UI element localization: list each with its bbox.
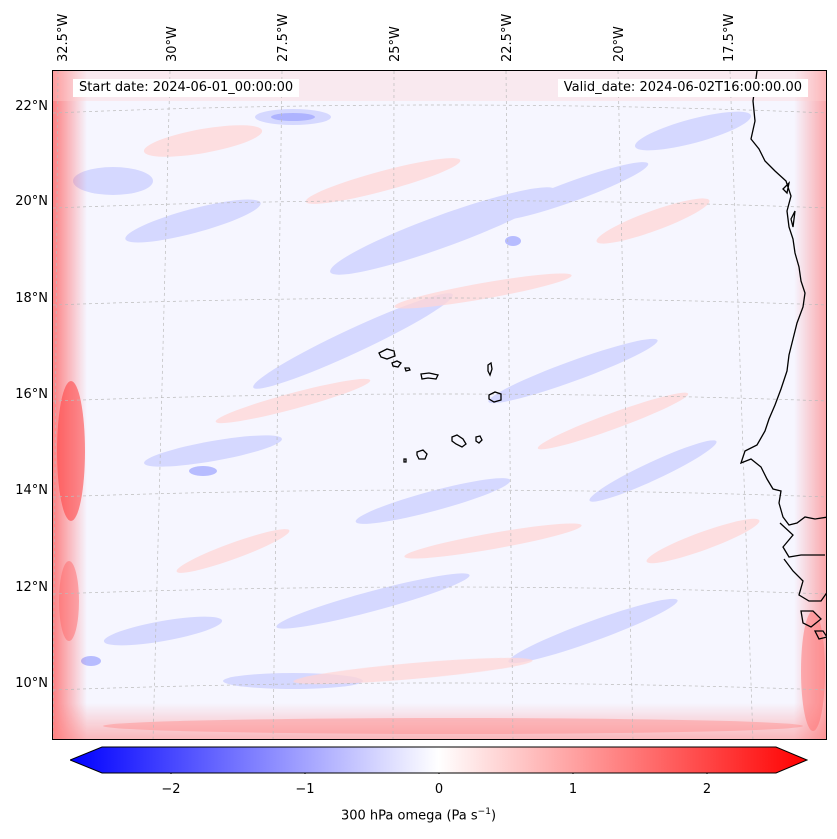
lon-label-25w: 25°W [388,26,403,62]
lon-label-20w: 20°W [612,26,627,62]
colorbar-tick-2: 2 [702,782,712,797]
colorbar [70,746,808,774]
lat-label-14n: 14°N [15,483,48,498]
west-africa-coastline [739,71,826,640]
lon-label-32-5w: 32.5°W [56,13,71,62]
colorbar-label: 300 hPa omega (Pa s−1) [0,807,837,823]
colorbar-label-unit-exponent: −1 [477,807,491,817]
map-panel: Start date: 2024-06-01_00:00:00 Valid_da… [52,70,827,740]
lat-label-10n: 10°N [15,676,48,691]
lat-label-16n: 16°N [15,387,48,402]
negative-omega-patches [73,109,752,689]
colorbar-body [70,746,808,774]
colorbar-ticks [170,773,708,774]
colorbar-tick-neg2: −2 [161,782,181,797]
colorbar-label-close: ) [490,808,497,824]
positive-omega-patches [143,125,760,685]
colorbar-tick-neg1: −1 [295,782,315,797]
south-boundary-band [53,703,826,739]
lon-label-22-5w: 22.5°W [500,13,515,62]
lat-label-18n: 18°N [15,291,48,306]
start-date-label: Start date: 2024-06-01_00:00:00 [73,79,300,97]
valid-date-label: Valid_date: 2024-06-02T16:00:00.00 [557,79,808,97]
colorbar-tick-0: 0 [434,782,444,797]
lon-label-27-5w: 27.5°W [276,13,291,62]
lat-label-22n: 22°N [15,99,48,114]
colorbar-tick-1: 1 [568,782,578,797]
graticule [53,71,826,739]
omega-field [53,71,826,739]
lon-label-30w: 30°W [165,26,180,62]
cape-verde-islands [378,348,502,463]
lat-label-12n: 12°N [15,580,48,595]
lon-label-17-5w: 17.5°W [722,13,737,62]
lat-label-20n: 20°N [15,194,48,209]
colorbar-label-text: 300 hPa omega (Pa s [340,808,478,824]
